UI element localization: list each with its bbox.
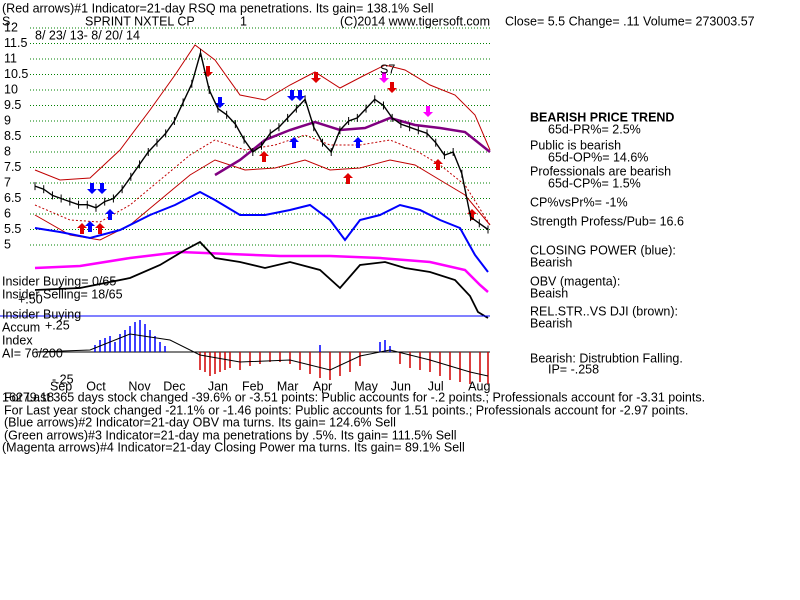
side-text: OBV (magenta): [530, 274, 620, 288]
footer-text: 16279.18 [2, 390, 54, 404]
x-tick-label: Feb [242, 379, 264, 393]
x-tick-label: Aug [468, 379, 490, 393]
y-tick-label: 5.5 [4, 222, 21, 236]
x-tick-label: Jul [428, 379, 444, 393]
x-tick-label: Mar [277, 379, 299, 393]
header-name: SPRINT NXTEL CP [85, 14, 195, 28]
left-text: Insider Buying= 0/65 [2, 274, 116, 288]
header-indicator1: (Red arrows)#1 Indicator=21-day RSQ ma p… [2, 1, 433, 15]
x-tick-label: Jun [391, 379, 411, 393]
y-tick-label: 7 [4, 175, 11, 189]
x-tick-label: Nov [128, 379, 151, 393]
header-symbol: S [2, 14, 10, 28]
footer-text: (Blue arrows)#2 Indicator=21-day OBV ma … [4, 415, 396, 429]
side-text: IP= -.258 [548, 362, 599, 376]
side-text: Beaish [530, 286, 568, 300]
y-tick-label: 8 [4, 144, 11, 158]
side-text: Bearish: Distrubtion Falling. [530, 351, 683, 365]
y-tick-label: 12 [4, 20, 18, 34]
header-copyright: (C)2014 www.tigersoft.com [340, 14, 490, 28]
x-tick-label: Oct [86, 379, 106, 393]
rel-strength [34, 240, 489, 319]
left-text: -.25 [52, 372, 74, 386]
x-tick-label: Sep [50, 379, 72, 393]
x-tick-label: May [354, 379, 378, 393]
obv [34, 250, 489, 293]
left-text: AI= 76/200 [2, 346, 63, 360]
x-tick-label: Dec [163, 379, 185, 393]
y-tick-label: 10.5 [4, 67, 28, 81]
signal-arrows [77, 66, 477, 234]
side-text: Professionals are bearish [530, 164, 671, 178]
annotation: S7 [380, 62, 395, 76]
left-text: Index [2, 333, 33, 347]
side-text: Bearish [530, 316, 572, 330]
side-text: 65d-PR%= 2.5% [548, 122, 641, 136]
footer-text: (Green arrows)#3 Indicator=21-day ma pen… [4, 428, 457, 442]
side-text: 65d-OP%= 14.6% [548, 150, 648, 164]
footer-text: For Last 365 days stock changed -39.6% o… [4, 390, 705, 404]
y-tick-label: 6 [4, 206, 11, 220]
header-period: 1 [240, 14, 247, 28]
side-text: REL.STR..VS DJI (brown): [530, 304, 678, 318]
side-text: CLOSING POWER (blue): [530, 243, 676, 257]
footer-text: (Magenta arrows)#4 Indicator=21-day Clos… [2, 440, 465, 454]
side-text: Strength Profess/Pub= 16.6 [530, 214, 684, 228]
y-tick-label: 8.5 [4, 129, 21, 143]
header-dates: 8/ 23/ 13- 8/ 20/ 14 [35, 28, 140, 42]
x-tick-label: Apr [313, 379, 332, 393]
y-tick-label: 5 [4, 237, 11, 251]
y-tick-label: 11.5 [4, 36, 27, 50]
upper-band [34, 44, 491, 181]
y-tick-label: 7.5 [4, 160, 21, 174]
left-text: +.50 [18, 292, 43, 306]
y-tick-label: 9 [4, 113, 11, 127]
y-tick-label: 11 [4, 51, 17, 65]
header-quote: Close= 5.5 Change= .11 Volume= 273003.57 [505, 14, 755, 28]
moving-average [214, 116, 491, 177]
y-tick-label: 10 [4, 82, 18, 96]
y-tick-label: 6.5 [4, 191, 21, 205]
x-tick-label: Jan [208, 379, 228, 393]
left-text: +.25 [45, 318, 70, 332]
left-text: Insider Selling= 18/65 [2, 287, 123, 301]
side-text: BEARISH PRICE TREND [530, 110, 674, 124]
footer-text: For Last year stock changed -21.1% or -1… [4, 403, 688, 417]
side-text: Public is bearish [530, 138, 621, 152]
accum-histogram [34, 320, 489, 384]
left-text: Insider Buying [2, 307, 81, 321]
closing-power [34, 190, 489, 273]
side-text: 65d-CP%= 1.5% [548, 176, 641, 190]
left-text: Accum [2, 320, 40, 334]
side-text: Bearish [530, 255, 572, 269]
y-tick-label: 9.5 [4, 98, 21, 112]
side-text: CP%vsPr%= -1% [530, 195, 628, 209]
